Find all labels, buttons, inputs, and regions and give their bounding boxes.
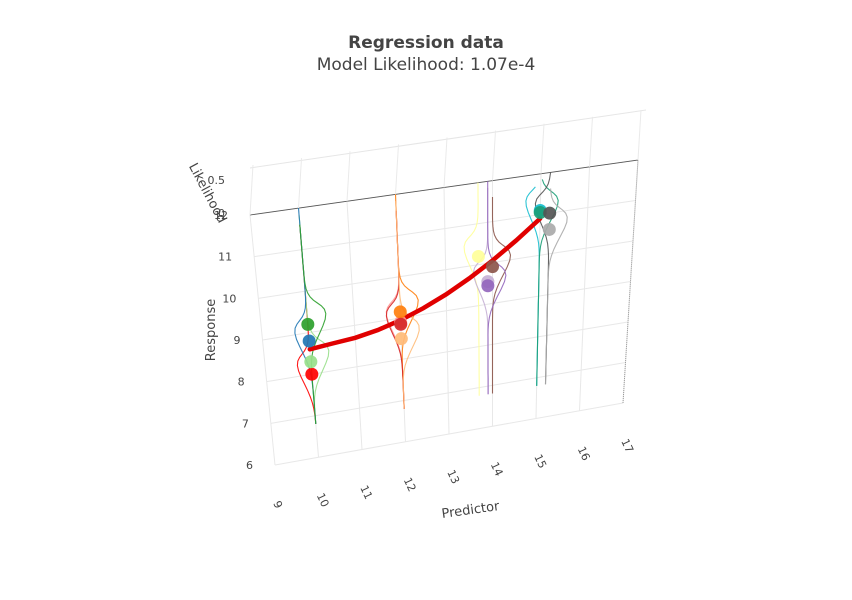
y-tick-label: 8	[238, 376, 245, 389]
y-axis-label: Response	[204, 299, 219, 361]
grid-line-z	[540, 123, 545, 174]
y-tick-label: 12	[214, 209, 228, 222]
z-axis-label: Likelihood	[185, 161, 229, 226]
y-tick-label: 11	[218, 251, 232, 264]
grid-line-z	[443, 137, 448, 188]
likelihood-curve	[394, 194, 419, 409]
data-point[interactable]	[533, 206, 547, 220]
grid-line-y	[266, 321, 629, 383]
data-point[interactable]	[393, 305, 407, 319]
axis-edge	[622, 159, 639, 404]
grid-line-z	[492, 130, 496, 181]
data-point[interactable]	[305, 367, 319, 381]
grid-line-z	[346, 151, 351, 202]
x-axis-label: Predictor	[441, 499, 501, 522]
data-point[interactable]	[302, 334, 316, 348]
likelihood-curve	[491, 197, 512, 394]
likelihood-curve	[487, 181, 507, 395]
data-point[interactable]	[543, 206, 557, 220]
y-tick-label: 6	[246, 459, 253, 472]
data-points	[301, 203, 557, 381]
likelihood-curve	[395, 200, 420, 409]
y-tick-label: 7	[242, 417, 249, 430]
grid-line-z	[589, 116, 593, 167]
x-tick-label: 15	[531, 452, 549, 470]
likelihood-curve	[544, 188, 568, 385]
chart-subtitle: Model Likelihood: 1.07e-4	[316, 55, 536, 75]
data-point[interactable]	[304, 355, 318, 369]
data-point[interactable]	[542, 222, 556, 236]
data-point[interactable]	[301, 317, 315, 331]
x-tick-label: 14	[488, 460, 506, 478]
x-tick-label: 11	[357, 483, 375, 501]
likelihood-curve	[536, 179, 559, 386]
x-tick-label: 10	[314, 491, 332, 509]
grid-line-y	[258, 240, 634, 299]
likelihood-curve	[463, 182, 480, 396]
data-point[interactable]	[471, 249, 485, 263]
y-tick-label: 9	[234, 334, 241, 347]
grid-line-z	[637, 109, 642, 161]
x-tick-label: 17	[618, 437, 636, 455]
grid-line-y	[262, 281, 631, 341]
grid-line-z	[298, 158, 302, 209]
x-tick-label: 12	[401, 476, 419, 494]
chart-title: Regression data	[348, 33, 504, 53]
x-tick-label: 16	[575, 445, 593, 463]
grid-line-z	[395, 144, 399, 195]
grid-lines	[249, 109, 647, 466]
data-point[interactable]	[486, 260, 499, 274]
z-tick-label: 0	[218, 207, 225, 220]
x-tick-label: 13	[444, 468, 462, 486]
grid-line-y	[270, 362, 626, 424]
regression-line-layer	[307, 216, 543, 352]
z-top-line	[249, 109, 647, 169]
data-point[interactable]	[481, 279, 495, 293]
y-tick-label: 10	[222, 292, 236, 305]
x-tick-label: 9	[270, 499, 285, 511]
likelihood-curves	[294, 172, 568, 425]
grid-line-y	[274, 402, 624, 466]
data-point[interactable]	[394, 332, 408, 346]
data-point[interactable]	[394, 317, 408, 331]
grid-line-z	[249, 164, 254, 216]
grid-line-y	[254, 200, 636, 258]
z-tick-label: 0.5	[208, 174, 226, 187]
likelihood-curve	[299, 224, 327, 425]
regression-line	[307, 216, 543, 352]
